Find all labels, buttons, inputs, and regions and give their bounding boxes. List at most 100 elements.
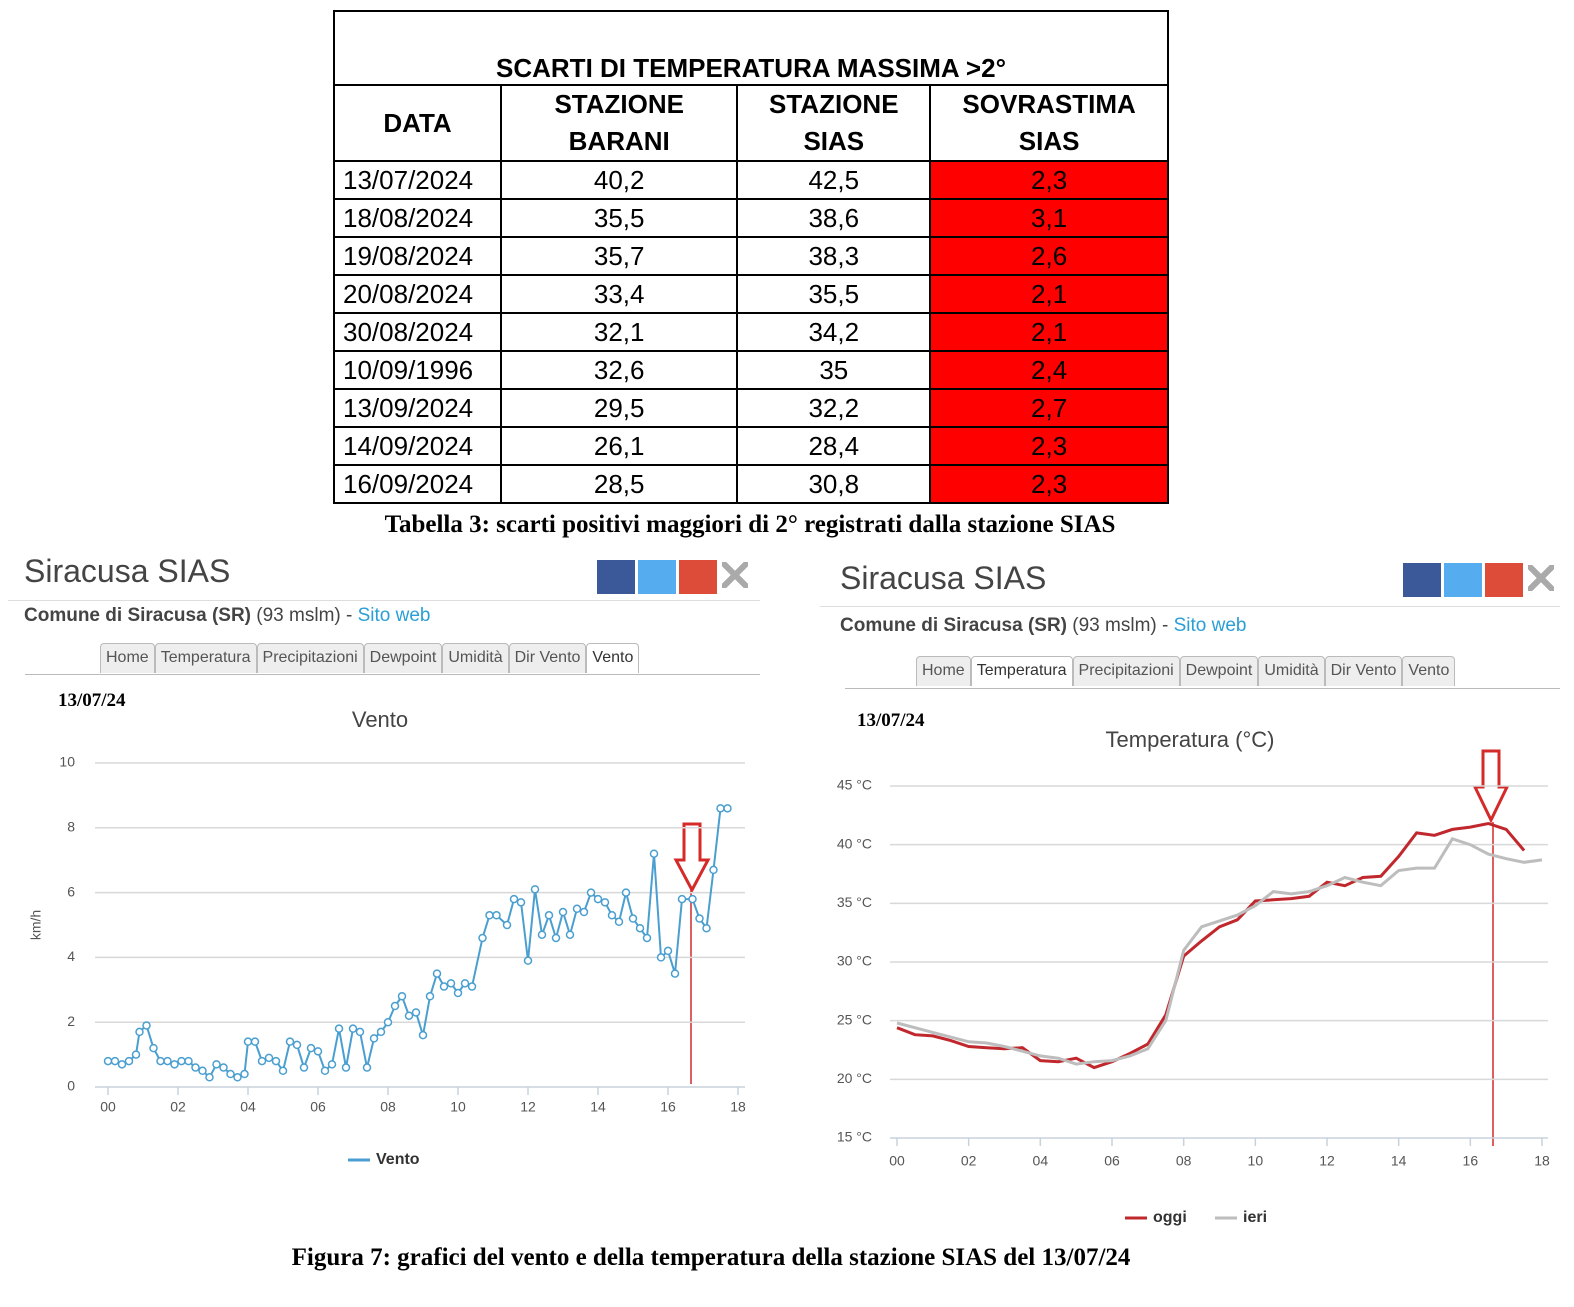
point bbox=[131, 1050, 141, 1059]
tab[interactable]: Dir Vento bbox=[1324, 656, 1403, 686]
point bbox=[341, 1063, 351, 1072]
tab[interactable]: Temperatura bbox=[970, 656, 1073, 686]
date: 13/07/24 bbox=[58, 690, 126, 711]
table-cell: 34,2 bbox=[736, 312, 932, 352]
table-row: 10/09/1996 32,6 35 2,4 bbox=[332, 350, 1169, 390]
table-row: 13/09/2024 29,5 32,2 2,7 bbox=[332, 388, 1169, 428]
point bbox=[404, 1011, 414, 1020]
tab[interactable]: Home bbox=[100, 643, 155, 673]
close-icon bbox=[722, 562, 748, 588]
y-tick-label: 10 bbox=[59, 754, 75, 770]
table-title: SCARTI DI TEMPERATURA MASSIMA >2° bbox=[333, 10, 1169, 86]
point bbox=[117, 1060, 127, 1069]
table-cell: 2,6 bbox=[929, 236, 1169, 276]
y-axis-label: km/h bbox=[28, 910, 44, 940]
tabs: Home Temperatura Precipitazioni Dewpoint Umi… bbox=[100, 643, 640, 673]
table-cell: 38,3 bbox=[736, 236, 932, 276]
table-cell: 14/09/2024 bbox=[332, 426, 503, 466]
point bbox=[425, 992, 435, 1001]
tab[interactable]: Umidità bbox=[442, 643, 509, 673]
tab[interactable]: Dewpoint bbox=[1179, 656, 1259, 686]
social-icon bbox=[679, 560, 717, 594]
point bbox=[716, 804, 725, 813]
tab[interactable]: Precipitazioni bbox=[256, 643, 364, 673]
x-tick-label: 00 bbox=[889, 1153, 905, 1169]
table-cell: 40,2 bbox=[500, 160, 739, 200]
point bbox=[551, 933, 561, 943]
point bbox=[271, 1056, 281, 1066]
location: Comune di Siracusa (SR) bbox=[840, 615, 1067, 636]
y-tick-label: 45 °C bbox=[837, 777, 872, 793]
tab[interactable]: Vento bbox=[1402, 656, 1456, 686]
table-cell: 2,1 bbox=[929, 312, 1169, 352]
link[interactable]: Sito web bbox=[1173, 615, 1247, 636]
point bbox=[593, 894, 603, 904]
social-icons bbox=[1403, 563, 1556, 597]
point bbox=[320, 1066, 330, 1076]
point bbox=[411, 1008, 421, 1017]
point bbox=[709, 865, 718, 875]
table-cell: 42,5 bbox=[736, 160, 932, 200]
social-icons bbox=[597, 560, 750, 594]
table-cell: 13/07/2024 bbox=[332, 160, 503, 200]
point bbox=[688, 894, 697, 904]
series-line bbox=[896, 821, 1526, 1070]
point bbox=[677, 894, 687, 904]
table-cell: 32,2 bbox=[736, 388, 932, 428]
series-line bbox=[108, 807, 728, 1079]
y-tick-label: 0 bbox=[67, 1078, 75, 1094]
series-line bbox=[896, 837, 1543, 1066]
point bbox=[191, 1063, 200, 1072]
point bbox=[614, 917, 624, 927]
date: 13/07/24 bbox=[857, 710, 925, 731]
table-cell: 28,5 bbox=[500, 464, 739, 504]
point bbox=[226, 1069, 235, 1079]
y-tick-label: 20 °C bbox=[837, 1070, 872, 1086]
column-header: STAZIONE SIAS bbox=[736, 84, 932, 162]
subtitle: Comune di Siracusa (SR) (93 mslm) - Sito… bbox=[24, 605, 431, 627]
table-cell: 16/09/2024 bbox=[332, 464, 503, 504]
column-header: SOVRASTIMA SIAS bbox=[929, 84, 1169, 162]
point bbox=[485, 911, 494, 920]
point bbox=[723, 804, 732, 813]
table-cell: 29,5 bbox=[500, 388, 739, 428]
point bbox=[663, 946, 673, 956]
social-icon bbox=[1444, 563, 1482, 597]
table-cell: 2,3 bbox=[929, 426, 1169, 466]
tab[interactable]: Dewpoint bbox=[363, 643, 443, 673]
tab[interactable]: Vento bbox=[586, 643, 640, 673]
point bbox=[432, 969, 442, 978]
point bbox=[184, 1056, 193, 1066]
point bbox=[695, 914, 704, 923]
y-tick-label: 6 bbox=[67, 883, 75, 899]
table-row: 16/09/2024 28,5 30,8 2,3 bbox=[332, 464, 1169, 504]
point bbox=[149, 1043, 158, 1053]
link[interactable]: Sito web bbox=[357, 605, 431, 626]
tab[interactable]: Precipitazioni bbox=[1072, 656, 1180, 686]
point bbox=[390, 1001, 400, 1011]
table-cell: 2,4 bbox=[929, 350, 1169, 390]
social-icon bbox=[1403, 563, 1441, 597]
point bbox=[257, 1056, 267, 1066]
tab[interactable]: Temperatura bbox=[154, 643, 257, 673]
divider bbox=[8, 600, 760, 601]
point bbox=[212, 1060, 221, 1069]
point bbox=[649, 849, 659, 858]
tab[interactable]: Umidità bbox=[1258, 656, 1325, 686]
tab[interactable]: Dir Vento bbox=[508, 643, 587, 673]
point bbox=[219, 1063, 228, 1072]
point bbox=[264, 1053, 274, 1063]
tabs: Home Temperatura Precipitazioni Dewpoint Umi… bbox=[916, 656, 1456, 686]
y-tick-label: 25 °C bbox=[837, 1011, 872, 1027]
tab[interactable]: Home bbox=[916, 656, 971, 686]
point bbox=[516, 898, 526, 907]
table-cell: 13/09/2024 bbox=[332, 388, 503, 428]
x-tick-label: 16 bbox=[1463, 1153, 1479, 1169]
point bbox=[369, 1034, 379, 1043]
point bbox=[628, 914, 638, 923]
point bbox=[376, 1027, 386, 1037]
x-tick-label: 10 bbox=[450, 1099, 466, 1115]
y-tick-label: 4 bbox=[67, 948, 75, 964]
